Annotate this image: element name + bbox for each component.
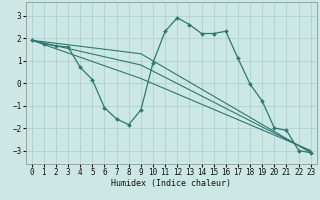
X-axis label: Humidex (Indice chaleur): Humidex (Indice chaleur) — [111, 179, 231, 188]
